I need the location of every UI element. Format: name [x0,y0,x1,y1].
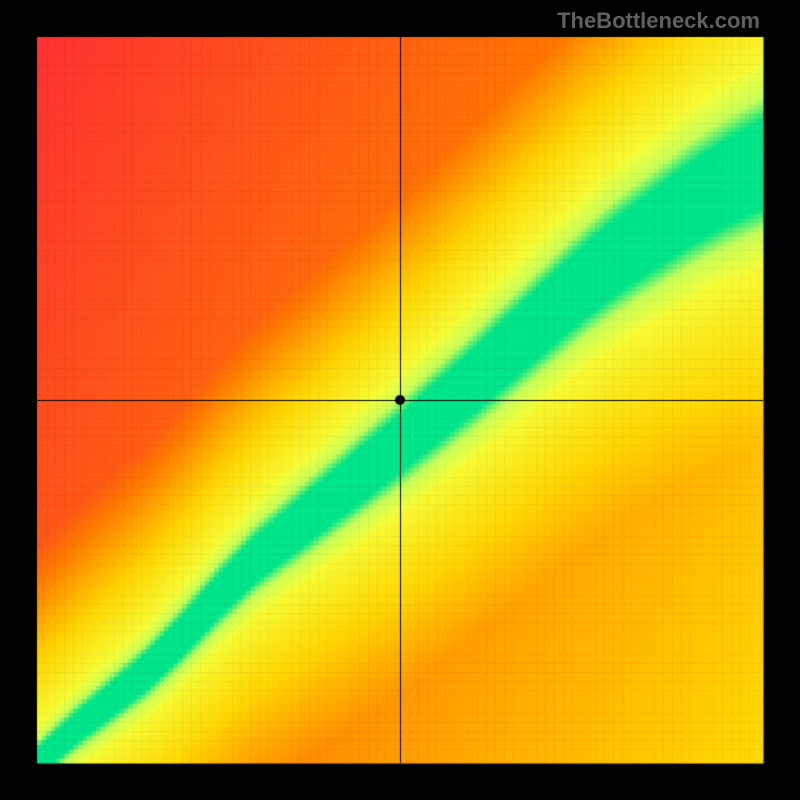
watermark-text: TheBottleneck.com [557,8,760,34]
chart-container: TheBottleneck.com [0,0,800,800]
heatmap-canvas [0,0,800,800]
